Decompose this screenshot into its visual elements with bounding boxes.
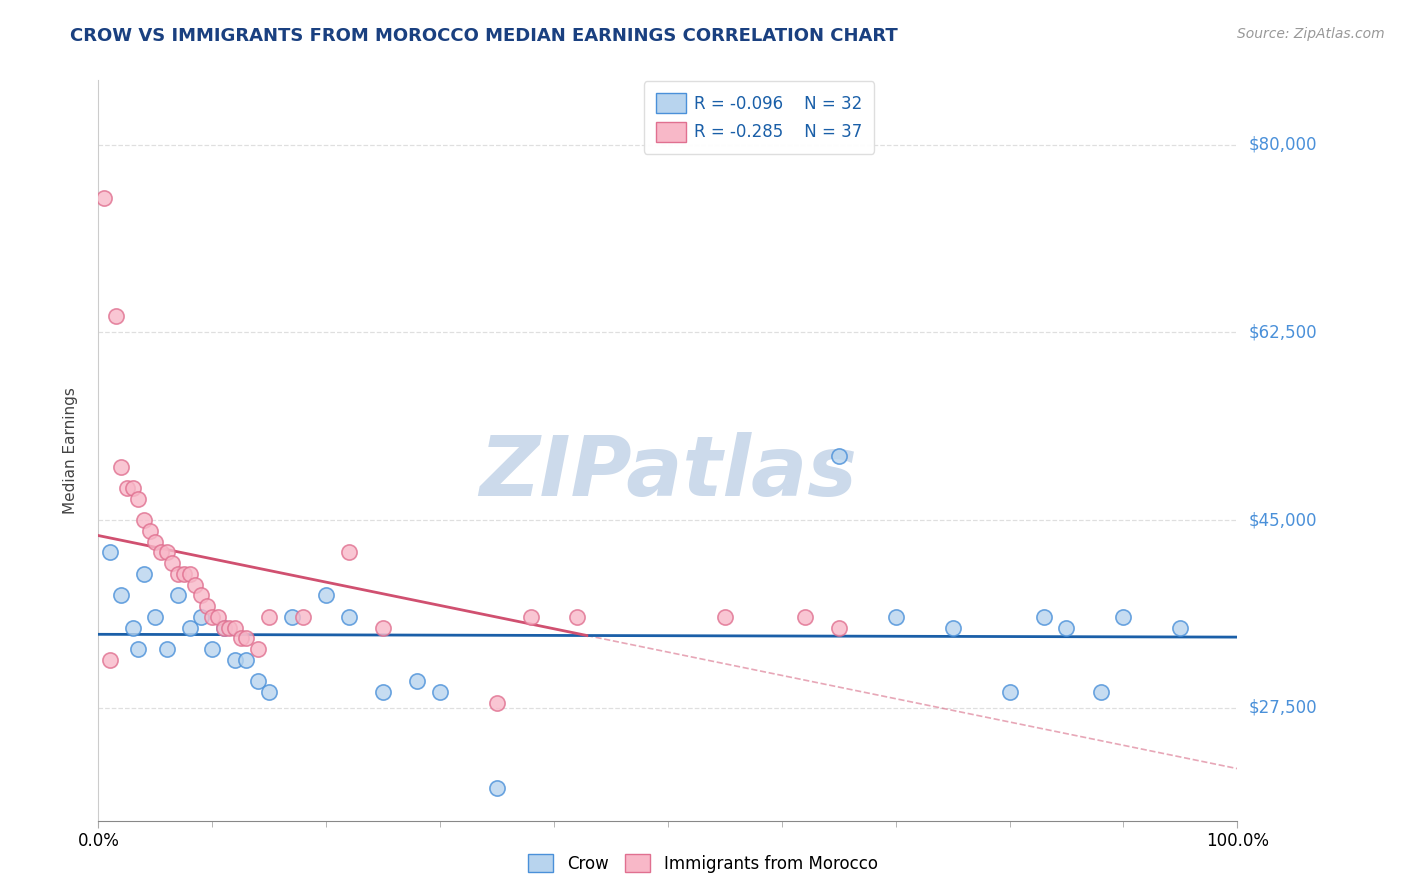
Point — [714, 609, 737, 624]
Point — [110, 459, 132, 474]
Text: $45,000: $45,000 — [1249, 511, 1317, 529]
Point — [828, 620, 851, 634]
Point — [138, 524, 160, 538]
Point — [1170, 620, 1192, 634]
Point — [486, 781, 509, 796]
Point — [406, 674, 429, 689]
Point — [229, 632, 252, 646]
Point — [121, 481, 143, 495]
Point — [565, 609, 588, 624]
Point — [98, 545, 121, 559]
Point — [292, 609, 315, 624]
Point — [127, 491, 149, 506]
Point — [132, 566, 155, 581]
Text: $80,000: $80,000 — [1249, 136, 1317, 153]
Point — [315, 588, 337, 602]
Point — [212, 620, 235, 634]
Point — [98, 653, 121, 667]
Point — [156, 545, 179, 559]
Point — [337, 609, 360, 624]
Point — [884, 609, 907, 624]
Text: $62,500: $62,500 — [1249, 324, 1317, 342]
Point — [150, 545, 173, 559]
Point — [246, 642, 269, 657]
Point — [520, 609, 543, 624]
Point — [104, 310, 127, 324]
Point — [179, 566, 201, 581]
Point — [218, 620, 240, 634]
Point — [179, 620, 201, 634]
Point — [337, 545, 360, 559]
Text: CROW VS IMMIGRANTS FROM MOROCCO MEDIAN EARNINGS CORRELATION CHART: CROW VS IMMIGRANTS FROM MOROCCO MEDIAN E… — [70, 27, 898, 45]
Point — [162, 556, 184, 570]
Point — [184, 577, 207, 591]
Point — [828, 449, 851, 463]
Point — [281, 609, 304, 624]
Point — [1090, 685, 1112, 699]
Point — [156, 642, 179, 657]
Point — [259, 685, 281, 699]
Y-axis label: Median Earnings: Median Earnings — [63, 387, 77, 514]
Point — [246, 674, 269, 689]
Point — [145, 609, 167, 624]
Point — [201, 609, 224, 624]
Point — [371, 685, 394, 699]
Point — [145, 534, 167, 549]
Point — [115, 481, 138, 495]
Point — [1032, 609, 1054, 624]
Point — [1056, 620, 1078, 634]
Point — [998, 685, 1021, 699]
Text: Source: ZipAtlas.com: Source: ZipAtlas.com — [1237, 27, 1385, 41]
Point — [190, 588, 212, 602]
Point — [371, 620, 394, 634]
Point — [201, 642, 224, 657]
Point — [259, 609, 281, 624]
Legend: R = -0.096    N = 32, R = -0.285    N = 37: R = -0.096 N = 32, R = -0.285 N = 37 — [644, 81, 875, 153]
Point — [207, 609, 229, 624]
Point — [1112, 609, 1135, 624]
Point — [132, 513, 155, 527]
Point — [127, 642, 149, 657]
Point — [429, 685, 451, 699]
Point — [121, 620, 143, 634]
Point — [195, 599, 218, 613]
Point — [93, 191, 115, 205]
Point — [167, 588, 190, 602]
Legend: Crow, Immigrants from Morocco: Crow, Immigrants from Morocco — [522, 847, 884, 880]
Point — [235, 653, 257, 667]
Point — [224, 653, 246, 667]
Point — [486, 696, 509, 710]
Point — [235, 632, 257, 646]
Point — [224, 620, 246, 634]
Point — [793, 609, 815, 624]
Point — [942, 620, 965, 634]
Point — [212, 620, 235, 634]
Text: ZIPatlas: ZIPatlas — [479, 432, 856, 513]
Point — [173, 566, 195, 581]
Point — [167, 566, 190, 581]
Point — [110, 588, 132, 602]
Point — [190, 609, 212, 624]
Text: $27,500: $27,500 — [1249, 699, 1317, 717]
